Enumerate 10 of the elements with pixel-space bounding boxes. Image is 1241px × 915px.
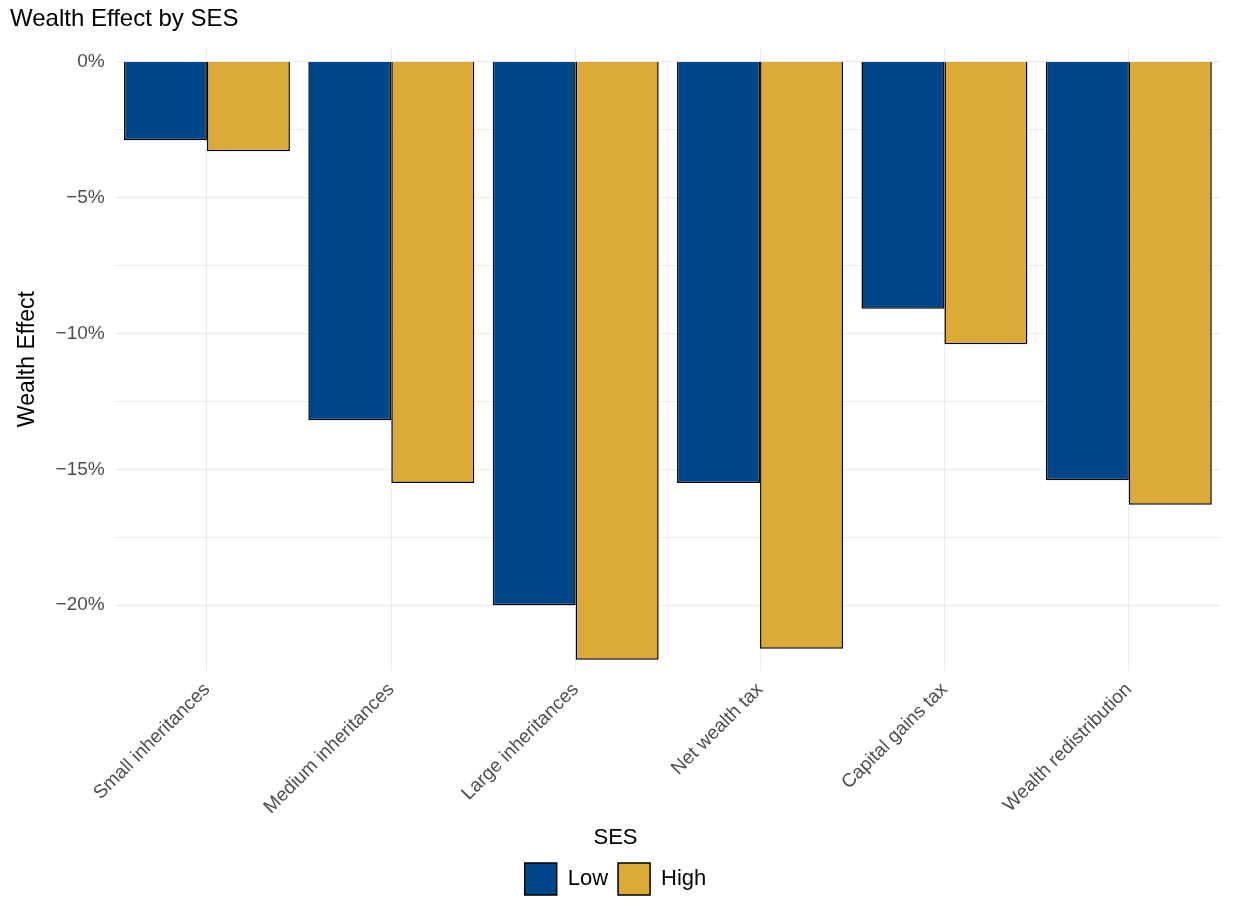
y-tick-label: −5% <box>66 185 105 207</box>
chart-title: Wealth Effect by SES <box>10 4 239 32</box>
y-tick-label: −20% <box>55 593 105 615</box>
y-axis-title: Wealth Effect <box>13 290 40 428</box>
legend-title: SES <box>593 823 638 849</box>
y-tick-label: −15% <box>55 457 105 479</box>
legend-label: High <box>661 865 707 891</box>
legend-label: Low <box>567 865 609 891</box>
y-tick-label: 0% <box>77 49 105 71</box>
y-tick-label: −10% <box>55 321 105 343</box>
